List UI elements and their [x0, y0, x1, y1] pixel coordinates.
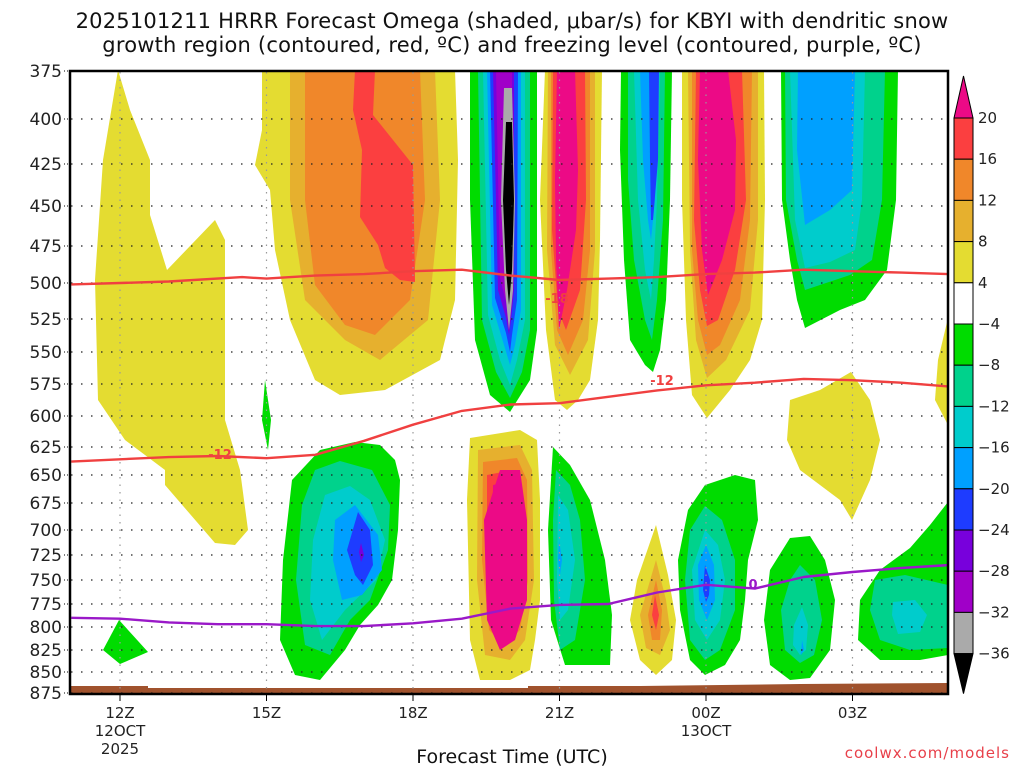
contour-label: -18 [545, 292, 569, 307]
y-tick-label: 825 [30, 641, 62, 661]
omega-fill-pos-16 [652, 595, 659, 630]
omega-shading [71, 72, 948, 694]
omega-fill-pos-16 [353, 72, 415, 282]
y-tick-label: 725 [30, 546, 62, 566]
colorbar-swatch [953, 570, 974, 613]
colorbar-label: −24 [978, 521, 1010, 539]
x-tick-sublabel: 12OCT [95, 722, 146, 740]
y-tick-label: 550 [30, 343, 62, 363]
omega-fill-pos-20 [698, 72, 736, 295]
colorbar-swatch [953, 447, 974, 490]
colorbar-swatch [953, 282, 974, 325]
omega-fill-neg-12 [793, 607, 808, 655]
x-axis-title: Forecast Time (UTC) [416, 746, 608, 768]
omega-fill-neg-24 [359, 543, 364, 562]
colorbar-swatch [953, 199, 974, 243]
contour-lines: -18 -12 -12 0 [71, 268, 948, 628]
colorbar-label: −32 [978, 603, 1010, 621]
x-tick-label: 15Z [252, 704, 281, 722]
omega-fill-neg-4 [262, 380, 271, 450]
omega-fill-pos-20 [555, 72, 578, 330]
colorbar-label: 8 [978, 233, 988, 251]
x-tick-label: 03Z [838, 704, 867, 722]
omega-fill-neg-12 [892, 600, 927, 634]
x-tick-label: 12Z [105, 704, 134, 722]
chart-title-line-1: 2025101211 HRRR Forecast Omega (shaded, … [75, 9, 949, 33]
contour-label: -12 [208, 448, 232, 463]
y-tick-label: 675 [30, 494, 62, 514]
colorbar-label: −36 [978, 645, 1010, 663]
colorbar: 20 16 12 8 4 −4 −8 −12 −16 −20 −24 −28 −32 −36 [953, 75, 1010, 694]
contour-dgz-top [71, 268, 948, 286]
contour-label: 0 [748, 578, 757, 593]
omega-fill-neg-20 [649, 72, 659, 220]
x-tick-label: 21Z [545, 704, 574, 722]
y-tick-label: 800 [30, 618, 62, 638]
omega-fill-neg-4 [103, 620, 148, 664]
omega-fill-pos-4 [95, 72, 248, 545]
y-tick-label: 400 [30, 110, 62, 130]
terrain [71, 683, 948, 694]
colorbar-label: 4 [978, 274, 988, 292]
x-tick-label: 00Z [691, 704, 720, 722]
grid-lines [71, 72, 948, 694]
colorbar-swatch [953, 117, 974, 160]
colorbar-swatch [953, 364, 974, 407]
y-tick-label: 850 [30, 663, 62, 683]
colorbar-swatch [953, 323, 974, 366]
colorbar-label: 20 [978, 109, 997, 127]
colorbar-label: 16 [978, 150, 997, 168]
chart-title-line-2: growth region (contoured, red, ºC) and f… [102, 33, 922, 57]
y-tick-label: 500 [30, 274, 62, 294]
colorbar-label: −20 [978, 480, 1010, 498]
y-tick-label: 625 [30, 438, 62, 458]
omega-fill-neg-16 [801, 640, 804, 655]
x-tick-sublabel: 2025 [101, 740, 139, 758]
colorbar-label: −28 [978, 562, 1010, 580]
colorbar-swatch [953, 529, 974, 572]
x-tick-label: 18Z [398, 704, 427, 722]
y-tick-label: 600 [30, 407, 62, 427]
y-tick-label: 700 [30, 521, 62, 541]
y-tick-label: 575 [30, 375, 62, 395]
omega-fill-neg-12 [557, 495, 575, 620]
omega-fill-pos-4 [787, 372, 880, 520]
contour-dgz-bottom [71, 377, 948, 463]
y-axis: 375 400 425 450 475 500 525 550 575 600 625 650 675 7… [30, 62, 70, 704]
omega-fill-pos-4 [935, 318, 948, 425]
plot-frame [68, 69, 950, 696]
y-tick-label: 475 [30, 237, 62, 257]
colorbar-arrow-top [953, 75, 974, 119]
y-tick-label: 450 [30, 197, 62, 217]
colorbar-label: −12 [978, 397, 1010, 415]
y-tick-label: 650 [30, 466, 62, 486]
omega-fill-pos-20 [484, 470, 527, 650]
contour-label: -12 [650, 374, 674, 389]
colorbar-label: −16 [978, 439, 1010, 457]
y-tick-label: 875 [30, 684, 62, 704]
colorbar-swatch [953, 405, 974, 449]
contour-freezing-level [71, 563, 948, 628]
y-tick-label: 375 [30, 62, 62, 82]
colorbar-swatch [953, 241, 974, 284]
colorbar-label: −8 [978, 356, 1000, 374]
colorbar-swatch [953, 158, 974, 201]
omega-fill-neg-16 [797, 72, 855, 225]
omega-fill-neg-16 [558, 540, 562, 575]
colorbar-label: 12 [978, 191, 997, 209]
omega-fill-neg-36 [503, 122, 514, 305]
y-tick-label: 525 [30, 310, 62, 330]
colorbar-label: −4 [978, 315, 1000, 333]
y-tick-label: 750 [30, 571, 62, 591]
colorbar-swatch [953, 611, 974, 655]
colorbar-arrow-bottom [953, 653, 974, 694]
credit-link[interactable]: coolwx.com/models [844, 744, 1010, 762]
y-tick-label: 775 [30, 595, 62, 615]
y-tick-label: 425 [30, 155, 62, 175]
colorbar-swatch [953, 488, 974, 531]
x-tick-sublabel: 13OCT [681, 722, 732, 740]
